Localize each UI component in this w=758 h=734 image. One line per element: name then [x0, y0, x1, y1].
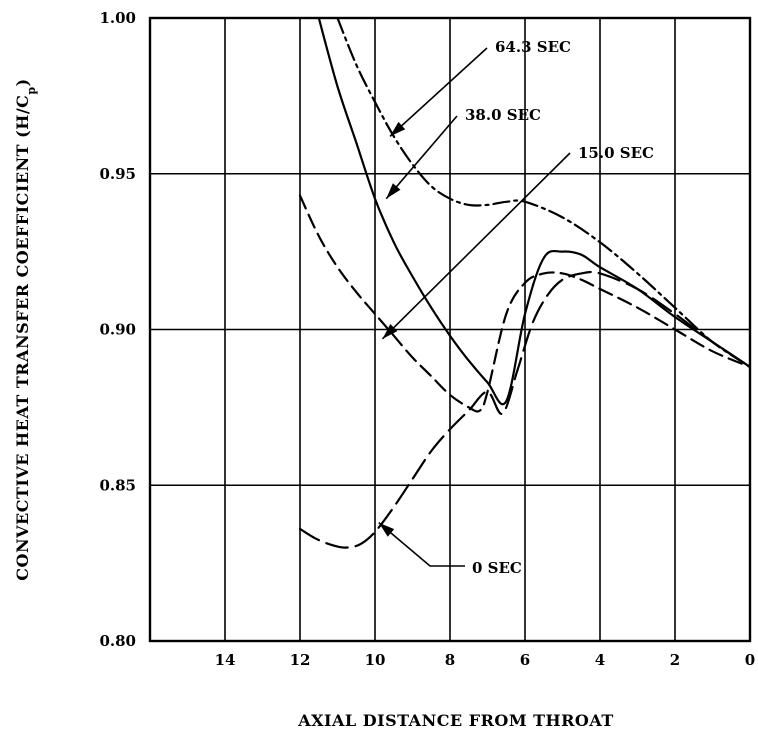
- x-axis-title: AXIAL DISTANCE FROM THROAT: [297, 711, 614, 730]
- annotation-label: 38.0 SEC: [465, 106, 541, 124]
- annotation-leader: [385, 115, 458, 200]
- annotation-arrowhead: [390, 121, 406, 137]
- annotation-leader: [389, 47, 488, 137]
- x-tick-label: 4: [595, 651, 605, 669]
- grid: [150, 17, 751, 642]
- y-axis-title: CONVECTIVE HEAT TRANSFER COEFFICIENT (H/…: [13, 78, 38, 580]
- y-tick-label: 0.85: [99, 476, 136, 494]
- y-tick-label: 0.80: [99, 632, 136, 650]
- annotation-leader: [378, 522, 465, 567]
- series-line-64-3-sec: [336, 18, 750, 368]
- y-axis-title-sub: p: [25, 86, 38, 94]
- y-axis-title-end: ): [13, 78, 32, 86]
- annotation-label: 15.0 SEC: [578, 144, 654, 162]
- x-tick-label: 14: [215, 651, 236, 669]
- x-tick-label: 0: [745, 651, 755, 669]
- x-tick-label: 10: [365, 651, 386, 669]
- annotation-leader: [381, 152, 571, 340]
- y-axis-title-main: CONVECTIVE HEAT TRANSFER COEFFICIENT (H/…: [13, 95, 32, 581]
- annotation-arrowhead: [378, 522, 395, 537]
- tick-labels: 14 12 10 8 6 4 2 0 0.80 0.85 0.90 0.95 1.00: [99, 9, 755, 669]
- annotation-arrowhead: [382, 324, 398, 339]
- series-line-15-0-sec: [298, 194, 750, 413]
- series-line-0-sec: [298, 270, 750, 549]
- annotation-arrowhead: [386, 183, 401, 199]
- x-tick-label: 6: [520, 651, 530, 669]
- y-tick-label: 1.00: [99, 9, 136, 27]
- x-tick-label: 8: [445, 651, 455, 669]
- annotations: 64.3 SEC 38.0 SEC 15.0 SEC 0 SEC: [378, 38, 654, 577]
- annotation-label: 0 SEC: [472, 559, 522, 577]
- annotation-label: 64.3 SEC: [495, 38, 571, 56]
- series-group: [298, 18, 750, 549]
- y-tick-label: 0.90: [99, 321, 136, 339]
- x-tick-label: 2: [670, 651, 680, 669]
- plot-frame: [148, 16, 752, 643]
- y-tick-label: 0.95: [99, 165, 136, 183]
- series-line-38-0-sec: [317, 18, 750, 406]
- x-tick-label: 12: [290, 651, 311, 669]
